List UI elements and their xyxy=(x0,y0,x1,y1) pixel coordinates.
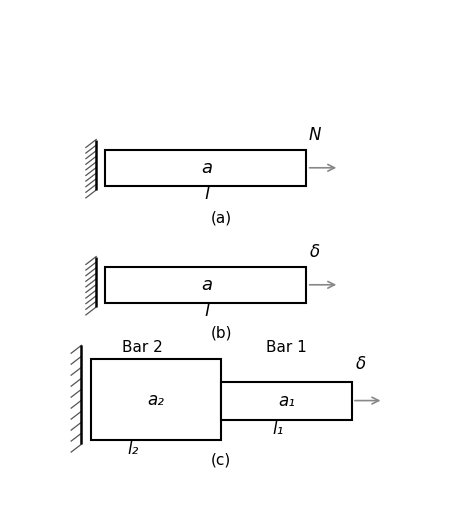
Text: δ: δ xyxy=(310,243,320,260)
Text: l₁: l₁ xyxy=(273,420,284,438)
Text: (c): (c) xyxy=(211,453,231,468)
Text: a₂: a₂ xyxy=(148,391,165,409)
Text: l: l xyxy=(204,302,209,320)
Text: (b): (b) xyxy=(210,326,232,341)
Bar xyxy=(105,267,306,303)
Text: a₁: a₁ xyxy=(278,391,295,410)
Bar xyxy=(105,150,306,186)
Text: N: N xyxy=(309,126,322,144)
Text: δ: δ xyxy=(356,355,366,373)
Bar xyxy=(91,359,221,440)
Text: (a): (a) xyxy=(211,211,232,226)
Text: l₂: l₂ xyxy=(127,440,139,458)
Text: a: a xyxy=(201,159,212,177)
Text: Bar 1: Bar 1 xyxy=(266,340,307,355)
Text: l: l xyxy=(204,185,209,203)
Text: a: a xyxy=(201,276,212,294)
Bar xyxy=(221,381,352,420)
Text: Bar 2: Bar 2 xyxy=(122,340,162,355)
